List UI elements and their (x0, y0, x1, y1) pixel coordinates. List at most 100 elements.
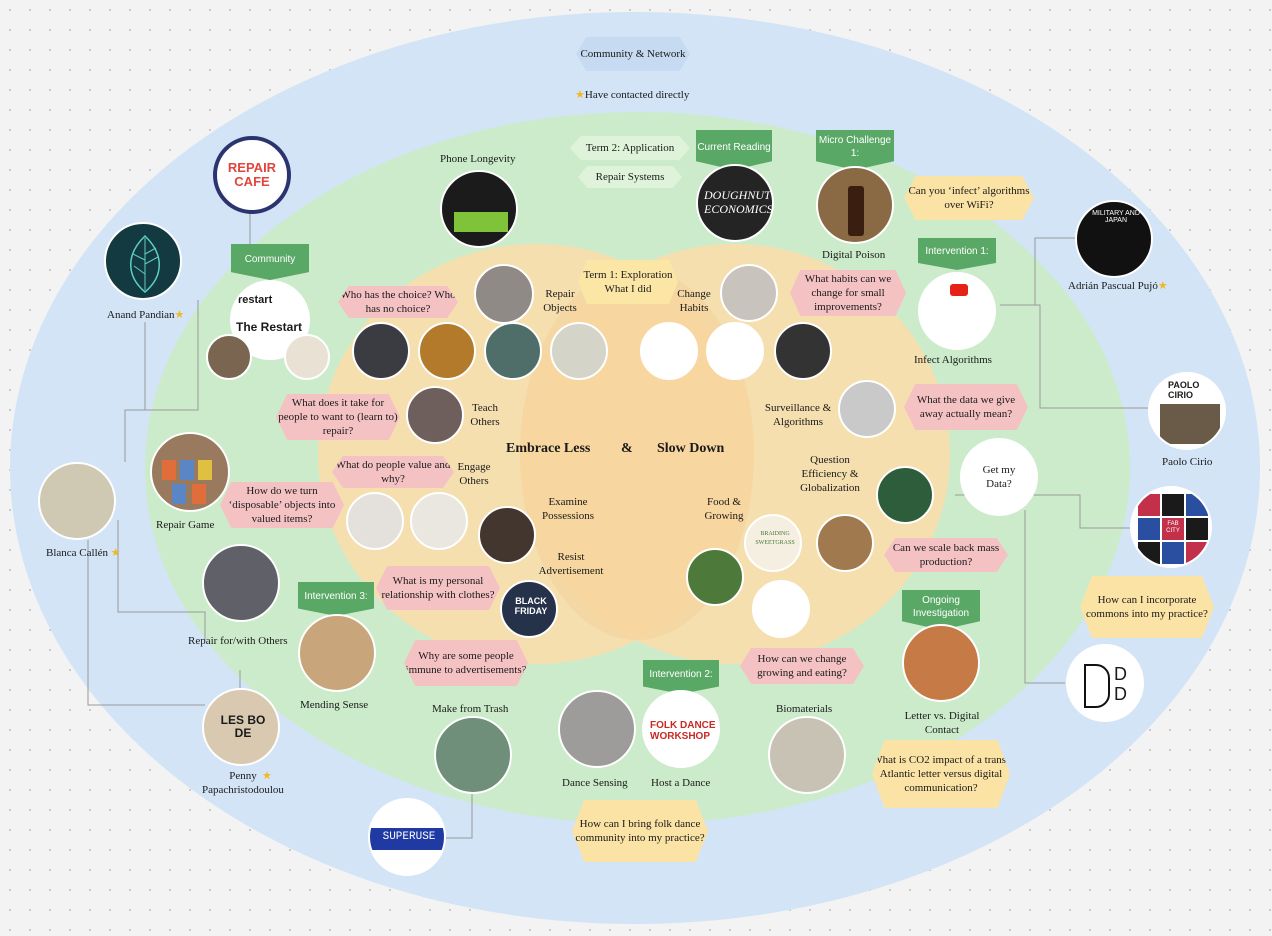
habits-photo (774, 322, 832, 380)
question-immune: Why are some people immune to advertisem… (404, 640, 528, 686)
repair-with-others-image (202, 544, 280, 622)
repair-photo-2 (418, 322, 476, 380)
blanca-callen-label: Blanca Callén ★ (46, 547, 121, 559)
make-from-trash-label: Make from Trash (432, 703, 509, 715)
star-icon: ★ (174, 309, 185, 321)
slow-down-title: Slow Down (657, 441, 725, 456)
community-network-badge: Community & Network (576, 37, 690, 71)
question-habits: What habits can we change for small impr… (790, 270, 906, 316)
adrian-avatar: MILITARY AND JAPAN (1075, 200, 1153, 278)
micro-challenge-tag: Micro Challenge 1: (816, 130, 894, 170)
repair-game-image (150, 432, 230, 512)
intervention3-tag: Intervention 3: (298, 582, 374, 616)
resist-advertisement-label: Resist Advertisement (538, 551, 604, 577)
mending-sense-label: Mending Sense (300, 699, 369, 711)
question-infect: Can you ‘infect’ algorithms over WiFi? (904, 176, 1034, 220)
change-habits-image (720, 264, 778, 322)
question-what-take: What does it take for people to want to … (276, 394, 400, 440)
phone-longevity-label: Phone Longevity (440, 153, 516, 165)
host-dance-image: FOLK DANCE WORKSHOP (642, 690, 720, 768)
dd-logo: D D (1066, 644, 1144, 722)
question-relationship: What is my personal relationship with cl… (376, 566, 500, 610)
question-folk: How can I bring folk dance community int… (572, 800, 708, 862)
examine-possessions-label: Examine Possessions (542, 496, 594, 522)
biomaterials-label: Biomaterials (776, 703, 833, 715)
embrace-less-title: Embrace Less (506, 441, 591, 456)
anand-pandian-label: Anand Pandian★ (107, 309, 185, 321)
ampersand: & (621, 441, 633, 456)
term1-badge: Term 1: Exploration What I did (578, 260, 678, 304)
biomaterials-image (768, 716, 846, 794)
contacted-legend: ★Have contacted directly (575, 89, 690, 101)
habits-screen-2 (706, 322, 764, 380)
make-from-trash-image (434, 716, 512, 794)
question-co2: What is CO2 impact of a trans-Atlantic l… (872, 740, 1010, 808)
letter-vs-label: Letter vs. Digital Contact (904, 710, 980, 736)
repair-cafe-logo: REPAIR CAFE (213, 136, 291, 214)
teach-others-label: Teach Others (470, 402, 500, 428)
mending-sense-image (298, 614, 376, 692)
repair-objects-image-a (474, 264, 534, 324)
repair-photo-4 (550, 322, 608, 380)
restart-big-text: The Restart (236, 320, 303, 334)
current-reading-tag: Current Reading (696, 130, 772, 170)
doughnut-economics-image: DOUGHNUT ECONOMICS (696, 164, 774, 242)
star-icon: ★ (575, 89, 585, 101)
penny-avatar: LES BO DE (202, 688, 280, 766)
surveillance-label: Surveillance & Algorithms (764, 402, 832, 428)
community-tag: Community (231, 244, 309, 280)
question-change-growing: How can we change growing and eating? (740, 648, 864, 684)
examine-possessions-image (478, 506, 536, 564)
repair-photo-3 (484, 322, 542, 380)
superuse-logo: SUPERUSE (368, 798, 446, 876)
repair-for-with-label: Repair for/with Others (188, 635, 288, 647)
braiding-sweetgrass-image: BRAIDING SWEETGRASS (744, 514, 802, 572)
restart-photo-b (284, 334, 330, 380)
anand-pandian-avatar (104, 222, 182, 300)
chat-screen-image (752, 580, 810, 638)
restart-small-text: restart (238, 294, 273, 306)
teach-others-image (406, 386, 464, 444)
infect-algorithms-image (918, 272, 996, 350)
host-dance-label: Host a Dance (651, 777, 711, 789)
digital-poison-image (816, 166, 894, 244)
penny-label: Penny Papachristodoulou (202, 770, 284, 796)
intervention2-tag: Intervention 2: (643, 660, 719, 694)
leaf-icon (130, 234, 160, 293)
engage-others-label: Engage Others (457, 461, 491, 487)
term2-badge: Term 2: Application (570, 136, 690, 160)
shipping-boxes-image (816, 514, 874, 572)
question-efficiency-label: Question Efficiency & Globalization (800, 454, 860, 494)
intervention1-tag: Intervention 1: (918, 238, 996, 270)
paolo-cirio-label: Paolo Cirio (1162, 456, 1213, 468)
question-scale: Can we scale back mass production? (884, 538, 1008, 572)
dance-sensing-image (558, 690, 636, 768)
surveillance-image (838, 380, 896, 438)
question-commons: How can I incorporate commons into my pr… (1080, 576, 1214, 638)
repair-systems-badge: Repair Systems (578, 166, 682, 188)
paolo-cirio-avatar: PAOLO CIRIO (1148, 372, 1226, 450)
habits-screen-1 (640, 322, 698, 380)
food-growing-image (686, 548, 744, 606)
question-data-give: What the data we give away actually mean… (904, 384, 1028, 430)
change-habits-label: Change Habits (677, 288, 711, 314)
question-disposable: How do we turn ‘disposable’ objects into… (220, 482, 344, 528)
restart-photo-a (206, 334, 252, 380)
food-growing-label: Food & Growing (704, 496, 744, 522)
resist-advertisement-image: BLACK FRIDAY (500, 580, 558, 638)
fab-city-logo: FAB CITY (1130, 486, 1212, 568)
ongoing-tag: Ongoing Investigation (902, 590, 980, 630)
question-who-choice: Who has the choice? Who has no choice? (338, 286, 458, 318)
get-data-circle: Get my Data? (960, 438, 1038, 516)
repair-photo-1 (352, 322, 410, 380)
repair-game-label: Repair Game (156, 519, 215, 531)
repair-objects-label: Repair Objects (543, 288, 577, 314)
engage-photo-2 (410, 492, 468, 550)
dance-sensing-label: Dance Sensing (562, 777, 628, 789)
infect-algorithms-label: Infect Algorithms (914, 354, 992, 366)
letter-image (902, 624, 980, 702)
digital-poison-label: Digital Poison (822, 249, 886, 261)
blanca-callen-avatar (38, 462, 116, 540)
efficiency-image (876, 466, 934, 524)
penny-star-icon: ★ (262, 770, 272, 782)
